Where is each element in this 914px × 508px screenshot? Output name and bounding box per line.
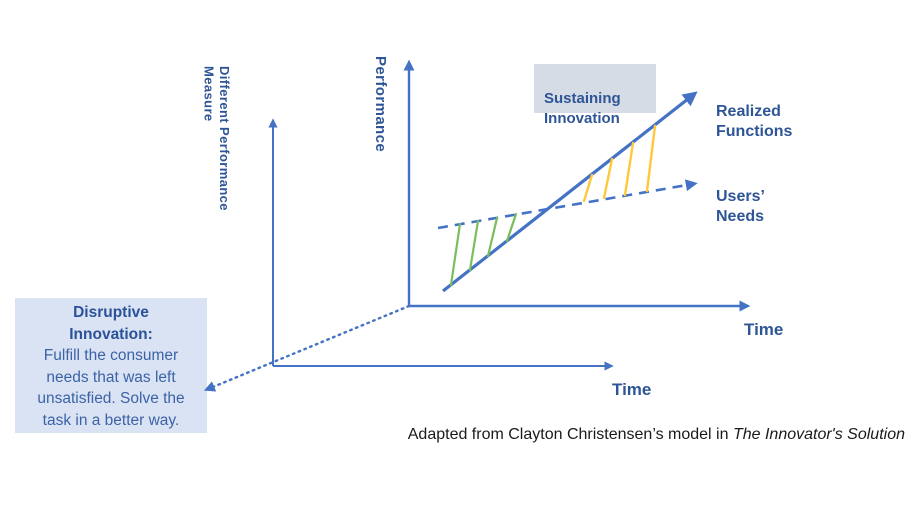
disruptive-path-line xyxy=(203,304,411,392)
performance-axis-label: Performance xyxy=(372,56,389,153)
realized-functions-label: Realized Functions xyxy=(716,103,793,140)
sustaining-innovation-label: Sustaining Innovation xyxy=(544,90,621,127)
caption-text: Adapted from Clayton Christensen’s model… xyxy=(407,426,733,443)
disruptive-innovation-description: Fulfill the consumer needs that was left… xyxy=(37,347,185,429)
unmet-needs-hatches xyxy=(449,212,518,287)
time-axis-label-secondary: Time xyxy=(612,380,652,399)
time-axis-label-main: Time xyxy=(744,320,784,339)
disruptive-innovation-title: Disruptive Innovation: xyxy=(69,304,153,343)
disruptive-innovation-callout: Disruptive Innovation: Fulfill the consu… xyxy=(15,298,207,433)
sustaining-innovation-callout: Sustaining Innovation xyxy=(534,64,656,127)
source-caption: Adapted from Clayton Christensen’s model… xyxy=(408,426,905,444)
caption-book-title: The Innovator's Solution xyxy=(732,426,905,443)
overshoot-hatches xyxy=(582,124,657,203)
users-needs-label: Users’ Needs xyxy=(716,188,765,225)
users-needs-line xyxy=(437,179,698,230)
different-performance-measure-axis-label: Different Performance Measure xyxy=(201,66,233,211)
